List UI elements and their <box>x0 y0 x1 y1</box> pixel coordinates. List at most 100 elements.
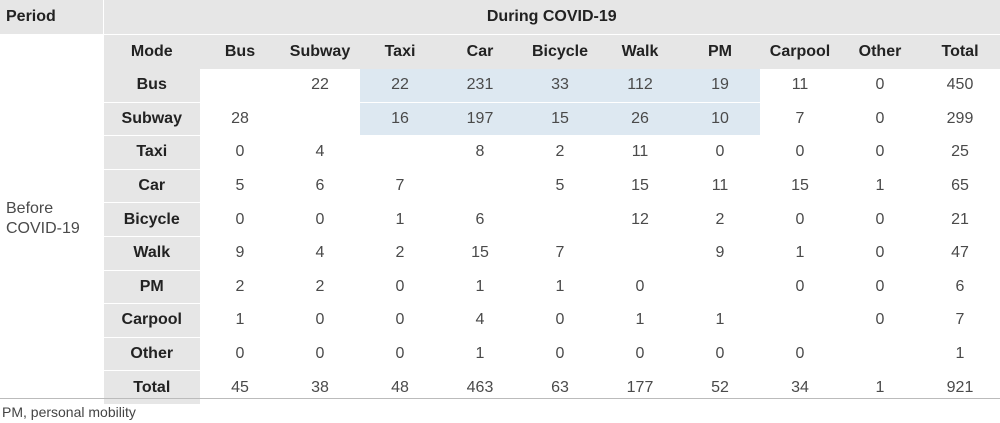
row-header-carpool: Carpool <box>103 303 200 338</box>
cell-other-pm: 0 <box>680 336 760 371</box>
table-row-carpool: Carpool 1 0 0 4 0 1 1 0 7 <box>0 303 1000 338</box>
cell-pm-car: 1 <box>440 269 520 304</box>
cell-subway-pm: 10 <box>680 101 760 136</box>
cell-bicycle-walk: 12 <box>600 202 680 237</box>
cell-bus-bus <box>200 69 280 102</box>
row-header-car: Car <box>103 168 200 203</box>
cell-taxi-taxi <box>360 135 440 170</box>
cell-walk-taxi: 2 <box>360 235 440 271</box>
cell-carpool-subway: 0 <box>280 303 360 338</box>
cell-bicycle-bus: 0 <box>200 202 280 237</box>
cell-bus-pm: 19 <box>680 69 760 103</box>
cell-bicycle-pm: 2 <box>680 202 760 237</box>
row-header-other: Other <box>103 336 200 371</box>
cell-car-total: 65 <box>920 168 1000 203</box>
table-row-pm: PM 2 2 0 1 1 0 0 0 6 <box>0 269 1000 304</box>
cell-carpool-pm: 1 <box>680 303 760 338</box>
row-header-bicycle: Bicycle <box>103 202 200 237</box>
cell-walk-other: 0 <box>840 235 920 271</box>
cell-subway-other: 0 <box>840 101 920 136</box>
cell-taxi-walk: 11 <box>600 135 680 170</box>
row-header-bus: Bus <box>103 69 200 103</box>
cell-bus-carpool: 11 <box>791 76 809 94</box>
row-header-walk: Walk <box>103 235 200 271</box>
cell-pm-carpool: 0 <box>760 269 840 304</box>
cell-subway-bicycle: 15 <box>520 101 600 136</box>
cell-carpool-total: 7 <box>920 303 1000 338</box>
cell-pm-bicycle: 1 <box>520 269 600 304</box>
cell-subway-carpool: 7 <box>760 101 840 136</box>
table-row-walk: Walk 9 4 2 15 7 9 1 0 47 <box>0 235 1000 271</box>
mode-shift-table: Period During COVID-19 Before COVID-19 M… <box>0 0 1000 404</box>
row-header-pm: PM <box>103 269 200 304</box>
cell-pm-bus: 2 <box>200 269 280 304</box>
cell-walk-bus: 9 <box>200 235 280 271</box>
cell-taxi-total: 25 <box>920 135 1000 170</box>
cell-subway-total: 299 <box>920 101 1000 136</box>
cell-walk-carpool: 1 <box>760 235 840 271</box>
before-covid-label: Before COVID-19 <box>0 34 104 404</box>
cell-car-walk: 15 <box>600 168 680 203</box>
cell-car-taxi: 7 <box>360 168 440 203</box>
cell-pm-walk: 0 <box>600 269 680 304</box>
cell-subway-taxi: 16 <box>360 101 440 136</box>
cell-carpool-carpool <box>760 303 840 338</box>
cell-subway-bus: 28 <box>200 101 280 136</box>
cell-pm-pm <box>680 269 760 304</box>
column-header-car: Car <box>440 34 520 69</box>
cell-subway-subway <box>280 101 360 136</box>
cell-pm-total: 6 <box>920 269 1000 304</box>
cell-bicycle-other: 0 <box>840 202 920 237</box>
column-header-pm: PM <box>680 34 760 69</box>
cell-other-carpool: 0 <box>760 336 840 371</box>
row-header-taxi: Taxi <box>103 135 200 170</box>
cell-bus-bicycle: 33 <box>520 69 600 103</box>
column-header-other: Other <box>840 34 920 69</box>
header-row-period: Period During COVID-19 <box>0 0 1000 35</box>
cell-other-subway: 0 <box>280 336 360 371</box>
table-row-taxi: Taxi 0 4 8 2 11 0 0 0 25 <box>0 135 1000 170</box>
cell-pm-subway: 2 <box>280 269 360 304</box>
cell-car-car <box>440 168 520 203</box>
cell-taxi-car: 8 <box>440 135 520 170</box>
header-row-mode: Before COVID-19 Mode Bus Subway Taxi Car Bic… <box>0 34 1000 404</box>
cell-bicycle-car: 6 <box>440 202 520 237</box>
cell-bus-subway: 22 <box>311 76 329 94</box>
footnote: PM, personal mobility <box>2 404 136 420</box>
column-header-bus: Bus <box>200 34 280 69</box>
table-row-bicycle: Bicycle 0 0 1 6 12 2 0 0 21 <box>0 202 1000 237</box>
row-header-subway: Subway <box>103 101 200 136</box>
column-header-walk: Walk <box>600 34 680 69</box>
mode-header: Mode <box>103 34 200 69</box>
cell-taxi-pm: 0 <box>680 135 760 170</box>
cell-car-pm: 11 <box>680 168 760 203</box>
cell-taxi-other: 0 <box>840 135 920 170</box>
cell-subway-walk: 26 <box>600 101 680 136</box>
table-row-other: Other 0 0 0 1 0 0 0 0 1 <box>0 336 1000 371</box>
cell-other-total: 1 <box>920 336 1000 371</box>
period-header: Period <box>0 0 104 35</box>
cell-other-walk: 0 <box>600 336 680 371</box>
cell-carpool-bicycle: 0 <box>520 303 600 338</box>
table-row-subway: Subway 28 16 197 15 26 10 7 0 299 <box>0 101 1000 136</box>
cell-pm-other: 0 <box>840 269 920 304</box>
cell-bus-car: 231 <box>440 69 520 103</box>
before-label-line1: Before <box>6 200 54 218</box>
cell-bicycle-total: 21 <box>920 202 1000 237</box>
cell-taxi-subway: 4 <box>280 135 360 170</box>
table-row-car: Car 5 6 7 5 15 11 15 1 65 <box>0 168 1000 203</box>
cell-taxi-carpool: 0 <box>760 135 840 170</box>
cell-bus-walk: 112 <box>600 69 680 103</box>
cell-other-taxi: 0 <box>360 336 440 371</box>
cell-bus-total: 450 <box>946 76 974 94</box>
cell-walk-walk <box>600 235 680 271</box>
column-header-subway: Subway <box>280 34 360 69</box>
cell-other-other <box>840 336 920 371</box>
column-header-total: Total <box>920 34 1000 69</box>
cell-bicycle-bicycle <box>520 202 600 237</box>
column-header-taxi: Taxi <box>360 34 440 69</box>
cell-other-bicycle: 0 <box>520 336 600 371</box>
cell-bicycle-taxi: 1 <box>360 202 440 237</box>
cell-bus-other: 0 <box>875 76 885 94</box>
cell-carpool-bus: 1 <box>200 303 280 338</box>
